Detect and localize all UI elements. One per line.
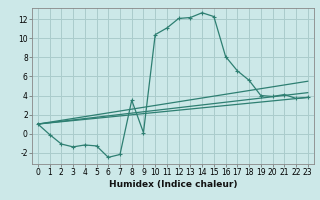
X-axis label: Humidex (Indice chaleur): Humidex (Indice chaleur) <box>108 180 237 189</box>
